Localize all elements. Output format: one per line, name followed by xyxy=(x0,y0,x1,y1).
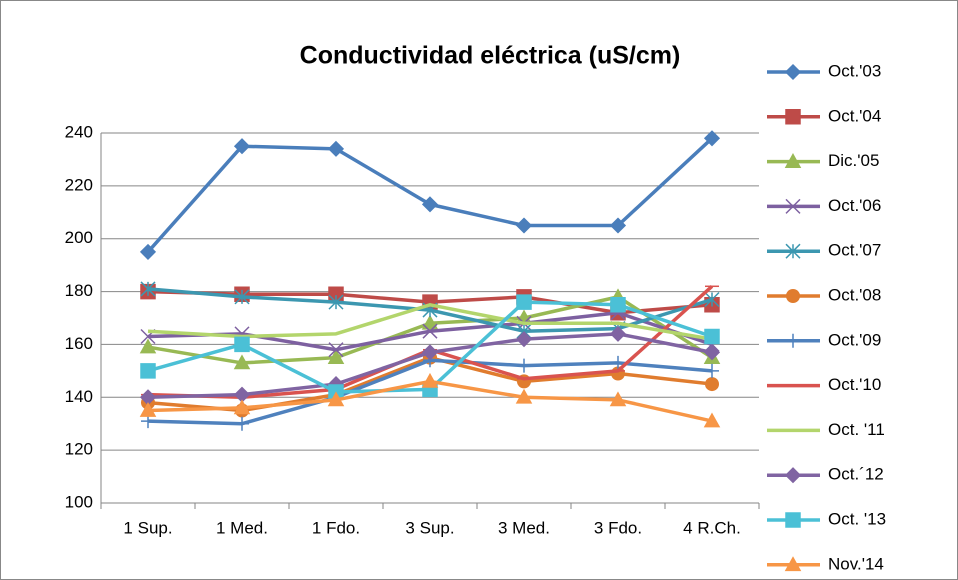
marker xyxy=(140,363,156,379)
marker xyxy=(421,372,439,388)
marker xyxy=(234,336,250,353)
marker xyxy=(139,338,157,354)
legend-label: Oct. '11 xyxy=(828,420,885,439)
marker xyxy=(421,344,439,361)
marker xyxy=(139,401,157,417)
marker xyxy=(515,217,533,234)
marker xyxy=(421,314,439,330)
x-tick-label: 1 Fdo. xyxy=(312,518,360,537)
marker xyxy=(328,294,344,310)
legend-label: Nov.'14 xyxy=(828,554,884,573)
y-tick-label: 220 xyxy=(65,175,93,194)
legend-label: Oct.'07 xyxy=(828,241,881,260)
x-tick-label: 3 Med. xyxy=(498,518,550,537)
marker xyxy=(328,342,344,358)
y-tick-label: 120 xyxy=(65,440,93,459)
x-tick-label: 1 Sup. xyxy=(123,518,172,537)
marker xyxy=(784,467,802,484)
marker xyxy=(703,130,721,147)
marker xyxy=(611,355,625,370)
x-tick-label: 3 Fdo. xyxy=(594,518,642,537)
marker xyxy=(516,294,532,310)
marker xyxy=(784,153,802,168)
legend-label: Oct. '13 xyxy=(828,509,886,528)
x-tick-label: 1 Med. xyxy=(216,518,268,537)
marker xyxy=(140,281,156,297)
marker xyxy=(785,512,801,528)
series-line xyxy=(147,303,713,341)
legend-label: Oct.'08 xyxy=(828,285,881,304)
marker xyxy=(234,289,250,305)
marker xyxy=(703,344,721,361)
marker xyxy=(515,331,533,348)
marker xyxy=(784,63,802,81)
marker xyxy=(139,243,157,260)
legend-label: Oct.'03 xyxy=(828,61,881,80)
marker xyxy=(235,416,249,431)
legend-label: Oct.'09 xyxy=(828,330,881,349)
y-tick-label: 100 xyxy=(65,492,93,511)
marker xyxy=(233,138,251,155)
legend-label: Oct.'10 xyxy=(828,375,881,394)
marker xyxy=(784,556,802,572)
legend-label: Oct.´12 xyxy=(828,465,884,484)
marker xyxy=(517,358,531,373)
marker xyxy=(327,391,345,407)
marker xyxy=(327,349,345,364)
marker xyxy=(421,196,439,213)
y-tick-label: 180 xyxy=(65,281,93,300)
legend-label: Oct.'04 xyxy=(828,106,881,125)
x-tick-label: 4 R.Ch. xyxy=(683,518,741,537)
marker xyxy=(786,289,800,303)
marker xyxy=(704,291,720,308)
y-tick-label: 140 xyxy=(65,387,93,406)
marker xyxy=(327,140,345,157)
marker xyxy=(705,377,719,392)
marker xyxy=(785,243,801,259)
legend-label: Oct.'06 xyxy=(828,196,881,215)
marker xyxy=(705,363,719,378)
marker xyxy=(609,391,627,407)
y-tick-label: 200 xyxy=(65,228,93,247)
marker xyxy=(515,388,533,404)
marker xyxy=(233,399,251,415)
marker xyxy=(785,109,801,125)
marker xyxy=(610,297,626,313)
marker xyxy=(704,328,720,345)
marker xyxy=(609,325,627,342)
marker xyxy=(609,217,627,234)
y-tick-label: 240 xyxy=(65,122,93,141)
marker xyxy=(785,198,801,214)
x-tick-label: 3 Sup. xyxy=(405,518,454,537)
marker xyxy=(786,333,800,348)
marker xyxy=(233,354,251,370)
legend-label: Dic.'05 xyxy=(828,151,879,170)
y-tick-label: 160 xyxy=(65,334,93,353)
chart-title: Conductividad eléctrica (uS/cm) xyxy=(300,42,681,70)
marker xyxy=(422,323,438,339)
marker xyxy=(703,412,721,428)
